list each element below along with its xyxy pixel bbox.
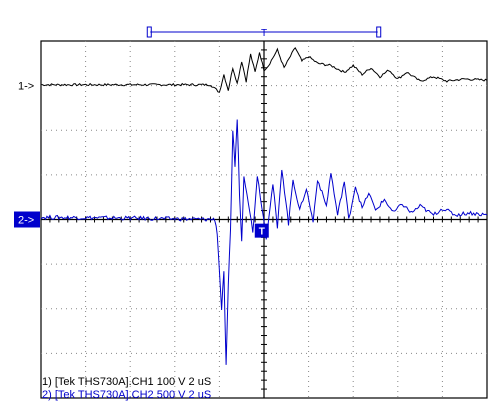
trigger-marker-bg — [254, 223, 269, 238]
legend-entry-ch2: 2) [Tek THS730A].CH2 500 V 2 uS — [42, 389, 211, 401]
timebase-right-bracket — [376, 26, 382, 38]
trigger-marker: T — [259, 227, 265, 238]
legend-entry-ch1: 1) [Tek THS730A].CH1 100 V 2 uS — [42, 376, 211, 388]
legend: 1) [Tek THS730A].CH1 100 V 2 uS2) [Tek T… — [42, 376, 211, 401]
timebase-left-bracket — [146, 26, 152, 38]
series-line-ch2 — [40, 119, 488, 365]
channel2-marker-bg — [14, 211, 40, 228]
traces — [40, 47, 488, 365]
channel2-marker: 2-> — [18, 215, 34, 227]
timebase-trigger-marker: T — [261, 28, 267, 39]
channel-markers: 1-> 2-> T — [14, 81, 269, 238]
channel1-marker: 1-> — [18, 81, 34, 93]
series-line-ch1 — [40, 47, 488, 93]
timebase-bar: T — [146, 26, 382, 39]
